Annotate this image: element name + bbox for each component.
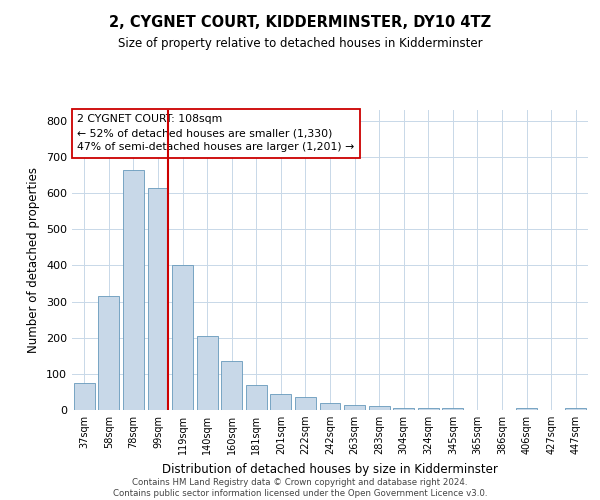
Bar <box>221 361 242 410</box>
Bar <box>172 266 193 410</box>
Bar <box>197 336 218 410</box>
Bar <box>271 394 292 410</box>
Text: Contains HM Land Registry data © Crown copyright and database right 2024.
Contai: Contains HM Land Registry data © Crown c… <box>113 478 487 498</box>
Y-axis label: Number of detached properties: Number of detached properties <box>28 167 40 353</box>
Text: 2 CYGNET COURT: 108sqm
← 52% of detached houses are smaller (1,330)
47% of semi-: 2 CYGNET COURT: 108sqm ← 52% of detached… <box>77 114 355 152</box>
Bar <box>344 404 365 410</box>
Bar <box>98 296 119 410</box>
Bar <box>246 384 267 410</box>
Bar <box>516 408 537 410</box>
Bar <box>295 398 316 410</box>
Bar <box>74 383 95 410</box>
Bar <box>320 403 340 410</box>
X-axis label: Distribution of detached houses by size in Kidderminster: Distribution of detached houses by size … <box>162 462 498 475</box>
Text: Size of property relative to detached houses in Kidderminster: Size of property relative to detached ho… <box>118 38 482 51</box>
Bar <box>368 406 389 410</box>
Bar <box>442 408 463 410</box>
Bar <box>418 408 439 410</box>
Bar <box>123 170 144 410</box>
Bar <box>148 188 169 410</box>
Bar <box>565 408 586 410</box>
Text: 2, CYGNET COURT, KIDDERMINSTER, DY10 4TZ: 2, CYGNET COURT, KIDDERMINSTER, DY10 4TZ <box>109 15 491 30</box>
Bar <box>393 408 414 410</box>
